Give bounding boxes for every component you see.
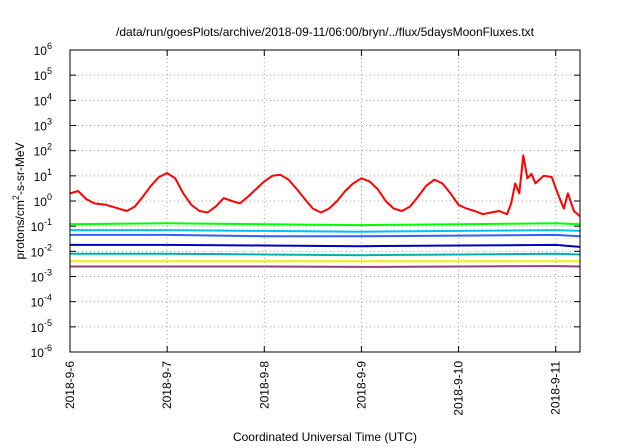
series-line-8 bbox=[70, 265, 581, 268]
y-tick-base: 10 bbox=[34, 195, 48, 209]
y-tick-label: 103 bbox=[34, 117, 52, 134]
y-tick-label: 10-5 bbox=[31, 318, 52, 335]
x-tick-label: 2018-9-9 bbox=[354, 361, 368, 409]
y-tick-label: 102 bbox=[34, 142, 52, 159]
y-tick-exponent: 2 bbox=[47, 142, 52, 152]
y-tick-base: 10 bbox=[34, 94, 48, 108]
y-tick-base: 10 bbox=[34, 120, 48, 134]
x-tick-label: 2018-9-6 bbox=[63, 361, 77, 409]
y-tick-base: 10 bbox=[34, 44, 48, 58]
y-tick-base: 10 bbox=[34, 145, 48, 159]
x-tick-labels: 2018-9-6 2018-9-7 2018-9-8 2018-9-9 2018-9-1… bbox=[63, 361, 563, 416]
x-axis-label: Coordinated Universal Time (UTC) bbox=[233, 430, 417, 444]
y-tick-label: 10-4 bbox=[31, 293, 52, 310]
y-tick-exponent: 1 bbox=[47, 167, 52, 177]
y-axis-label-rest: -s-sr-MeV bbox=[13, 142, 27, 195]
series-line-6 bbox=[70, 252, 581, 257]
y-tick-label: 105 bbox=[34, 66, 52, 83]
y-tick-base: 10 bbox=[31, 346, 45, 360]
series-line-1 bbox=[69, 154, 581, 217]
y-tick-label: 100 bbox=[34, 192, 52, 209]
x-tick-label: 2018-9-8 bbox=[257, 361, 271, 409]
series-layer bbox=[69, 154, 581, 268]
x-tick-label: 2018-9-11 bbox=[549, 361, 563, 415]
y-tick-label: 101 bbox=[34, 167, 52, 184]
y-tick-exponent: 0 bbox=[47, 192, 52, 202]
y-tick-base: 10 bbox=[31, 321, 45, 335]
series-line-2 bbox=[69, 222, 581, 227]
y-tick-exponent: -6 bbox=[44, 343, 52, 353]
y-tick-label: 104 bbox=[34, 91, 52, 108]
y-tick-exponent: 3 bbox=[47, 117, 52, 127]
y-tick-exponent: -3 bbox=[44, 268, 52, 278]
y-tick-exponent: -2 bbox=[44, 242, 52, 252]
y-tick-exponent: 5 bbox=[47, 66, 52, 76]
y-tick-base: 10 bbox=[31, 271, 45, 285]
y-tick-label: 10-2 bbox=[31, 242, 52, 259]
y-tick-exponent: 4 bbox=[47, 91, 52, 101]
y-tick-exponent: -5 bbox=[44, 318, 52, 328]
y-axis-label: protons/cm2-s-sr-MeV bbox=[11, 142, 27, 259]
series-line-3 bbox=[70, 229, 581, 233]
y-tick-base: 10 bbox=[31, 220, 45, 234]
y-tick-label: 10-6 bbox=[31, 343, 52, 360]
y-tick-exponent: -1 bbox=[44, 217, 52, 227]
series-line-5 bbox=[70, 243, 581, 248]
y-tick-label: 106 bbox=[34, 41, 52, 58]
y-tick-label: 10-3 bbox=[31, 268, 52, 285]
series-line-4 bbox=[70, 233, 581, 238]
axis-ticks bbox=[69, 49, 580, 353]
y-tick-exponent: -4 bbox=[44, 293, 52, 303]
grid bbox=[70, 50, 580, 352]
y-axis-label-sup: 2 bbox=[11, 195, 21, 200]
y-tick-label: 10-1 bbox=[31, 217, 52, 234]
y-tick-exponent: 6 bbox=[47, 41, 52, 51]
y-tick-base: 10 bbox=[34, 69, 48, 83]
y-tick-labels: 10-610-510-410-310-210-11001011021031041… bbox=[31, 41, 52, 360]
y-tick-base: 10 bbox=[31, 245, 45, 259]
y-axis-label-base: protons/cm bbox=[13, 200, 27, 259]
x-tick-label: 2018-9-10 bbox=[452, 361, 466, 416]
y-tick-base: 10 bbox=[31, 296, 45, 310]
x-tick-label: 2018-9-7 bbox=[160, 361, 174, 409]
chart-title: /data/run/goesPlots/archive/2018-09-11/0… bbox=[116, 25, 535, 39]
y-tick-base: 10 bbox=[34, 170, 48, 184]
